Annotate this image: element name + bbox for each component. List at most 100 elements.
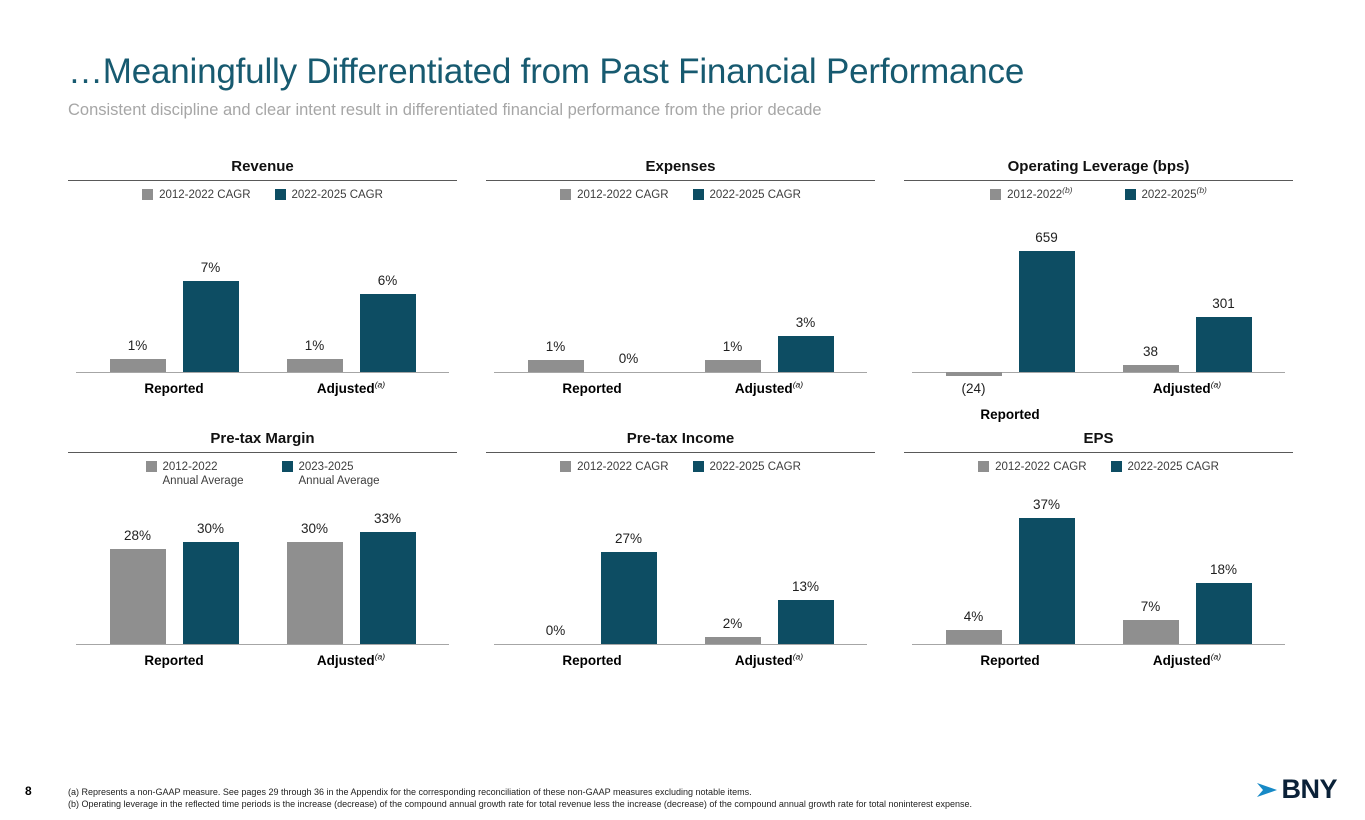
category-axis: Reported Adjusted(a) xyxy=(494,379,867,397)
bar-column: 38 xyxy=(1122,222,1179,373)
legend-label-line: 2022-2025 CAGR xyxy=(709,189,801,202)
category-axis: Reported Adjusted(a) xyxy=(494,651,867,669)
legend-swatch xyxy=(142,189,154,201)
slide: …Meaningfully Differentiated from Past F… xyxy=(0,52,1365,820)
legend-swatch xyxy=(560,189,572,201)
chart-operating-leverage: Operating Leverage (bps) 2012-2022(b) 202… xyxy=(904,158,1293,430)
chart-legend: 2012-2022(b) 2022-2025(b) xyxy=(904,186,1293,222)
bar xyxy=(109,549,166,645)
bar xyxy=(1195,317,1252,373)
legend-label: 2012-2022 CAGR xyxy=(159,188,250,202)
chart-eps: EPS 2012-2022 CAGR 2022-2025 CAGR 4% 37% 7%… xyxy=(904,430,1293,668)
legend-item: 2022-2025 CAGR xyxy=(692,188,801,202)
chart-title-rule xyxy=(904,180,1293,182)
category-label: Reported xyxy=(980,653,1040,669)
plot-area: 0% 27% 2% 13% xyxy=(494,494,867,646)
bny-logo-text: BNY xyxy=(1281,774,1337,804)
legend-label-line: Annual Average xyxy=(298,475,380,488)
category-label: Reported xyxy=(144,381,204,397)
chart-title: Pre-tax Income xyxy=(626,430,735,448)
footnotes: (a) Represents a non-GAAP measure. See p… xyxy=(68,786,972,810)
category-label: Adjusted(a) xyxy=(734,379,804,397)
legend-label: 2022-2025 CAGR xyxy=(710,460,801,474)
legend-item: 2012-2022(b) xyxy=(990,186,1073,202)
chart-title: Expenses xyxy=(645,158,716,176)
legend-label: 2012-2022 Annual Average xyxy=(163,460,244,488)
bar-column: 3% xyxy=(777,222,834,373)
chart-title-rule xyxy=(68,452,457,454)
chart-title: EPS xyxy=(1083,430,1114,448)
bar xyxy=(704,637,761,645)
bar-value-label: 4% xyxy=(963,609,984,625)
bar-value-label: 301 xyxy=(1212,296,1235,312)
category-label: Adjusted(a) xyxy=(734,651,804,669)
legend-label-line: 2022-2025 CAGR xyxy=(291,189,383,202)
legend-label: 2023-2025 Annual Average xyxy=(299,460,380,488)
legend-label: 2012-2022 CAGR xyxy=(577,188,668,202)
legend-item: 2022-2025 CAGR xyxy=(692,460,801,474)
chart-title: Revenue xyxy=(231,158,294,176)
bar-column: 659 xyxy=(1018,222,1075,373)
bar xyxy=(704,360,761,373)
legend-label-line: 2012-2022 xyxy=(162,461,218,474)
bar-value-label: 1% xyxy=(127,338,148,354)
bar-value-label: 0% xyxy=(618,351,639,367)
bar xyxy=(286,359,343,373)
chart-legend: 2012-2022 CAGR 2022-2025 CAGR xyxy=(486,460,875,494)
category-label: Adjusted(a) xyxy=(316,651,386,669)
bar-value-label: 27% xyxy=(614,531,643,547)
legend-swatch xyxy=(560,461,572,473)
category-label: Adjusted(a) xyxy=(316,379,386,397)
bar-column: 30% xyxy=(286,494,343,645)
bar xyxy=(359,532,416,645)
bar-column: 7% xyxy=(1122,494,1179,645)
bar xyxy=(527,360,584,373)
chart-legend: 2012-2022 CAGR 2022-2025 CAGR xyxy=(486,188,875,222)
bar-value-label: (24) xyxy=(961,381,986,397)
category-label: Reported xyxy=(144,653,204,669)
legend-label-line: Annual Average xyxy=(162,475,244,488)
legend-item: 2022-2025(b) xyxy=(1124,186,1207,202)
legend-item: 2012-2022 Annual Average xyxy=(145,460,244,488)
bar-column: 1% xyxy=(527,222,584,373)
chart-pretax-income: Pre-tax Income 2012-2022 CAGR 2022-2025 C… xyxy=(486,430,875,668)
bny-logo: BNY xyxy=(1255,774,1337,805)
legend-swatch xyxy=(990,189,1002,201)
bar-column: 18% xyxy=(1195,494,1252,645)
bar-column: 0% xyxy=(601,222,657,372)
legend-swatch xyxy=(1110,461,1122,473)
chart-title-rule xyxy=(486,180,875,182)
legend-label-line: 2012-2022 CAGR xyxy=(159,189,251,202)
bar-column: (24) xyxy=(945,222,1002,396)
bar-value-label: 1% xyxy=(722,339,743,355)
page-number: 8 xyxy=(25,784,32,798)
bar-value-label: 37% xyxy=(1032,497,1061,513)
bny-arrow-icon xyxy=(1257,782,1278,797)
bar-group: 28% 30% xyxy=(109,494,239,645)
chart-legend: 2012-2022 Annual Average 2023-2025 Annual A… xyxy=(68,460,457,494)
chart-legend: 2012-2022 CAGR 2022-2025 CAGR xyxy=(68,188,457,222)
legend-label-line: 2012-2022 CAGR xyxy=(577,461,669,474)
category-axis: Reported Adjusted(a) xyxy=(912,381,1285,423)
legend-item: 2012-2022 CAGR xyxy=(142,188,251,202)
legend-label: 2022-2025 CAGR xyxy=(292,188,383,202)
legend-item: 2022-2025 CAGR xyxy=(1110,460,1219,474)
bar-value-label: 18% xyxy=(1209,562,1238,578)
legend-item: 2023-2025 Annual Average xyxy=(281,460,380,488)
bar-value-label: 30% xyxy=(300,521,329,537)
legend-label-line: 2022-2025 CAGR xyxy=(1127,461,1219,474)
bar-column: 37% xyxy=(1018,494,1075,645)
bar-value-label: 13% xyxy=(791,579,820,595)
category-label: Reported xyxy=(562,381,622,397)
chart-title: Operating Leverage (bps) xyxy=(1007,158,1190,176)
bar-value-label: 7% xyxy=(200,260,221,276)
legend-item: 2022-2025 CAGR xyxy=(274,188,383,202)
bar-group: (24) 659 xyxy=(945,222,1075,396)
bar-group: 7% 18% xyxy=(1122,494,1252,645)
legend-item: 2012-2022 CAGR xyxy=(560,188,669,202)
bar-value-label: 7% xyxy=(1140,599,1161,615)
bar-column: 28% xyxy=(109,494,166,645)
bar-value-label: 659 xyxy=(1035,230,1058,246)
bar xyxy=(1195,583,1252,645)
chart-pretax-margin: Pre-tax Margin 2012-2022 Annual Average 20… xyxy=(68,430,457,668)
